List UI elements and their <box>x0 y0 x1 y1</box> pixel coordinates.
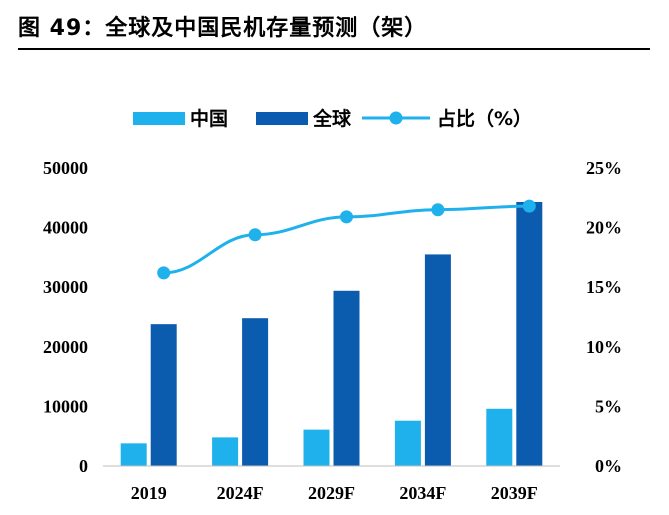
bar-china <box>303 429 330 466</box>
y-left-tick-label: 50000 <box>43 158 88 178</box>
y-left-tick-label: 0 <box>79 456 88 476</box>
share-point <box>431 203 445 217</box>
y-left-tick-label: 20000 <box>43 337 88 357</box>
legend-swatch-global <box>256 112 308 125</box>
bar-china <box>394 420 421 466</box>
chart-title: 图 49：全球及中国民机存量预测（架） <box>18 16 428 41</box>
bar-china <box>120 443 147 466</box>
x-tick-label: 2019 <box>131 483 167 503</box>
bar-global <box>424 254 451 466</box>
y-right-tick-label: 15% <box>586 277 622 297</box>
legend-swatch-share-point <box>389 111 403 125</box>
y-left-tick-label: 10000 <box>43 396 88 416</box>
bar-china <box>212 437 239 466</box>
x-tick-label: 2024F <box>217 483 264 503</box>
x-tick-label: 2034F <box>399 483 446 503</box>
share-point <box>157 266 171 280</box>
y-right-tick-label: 5% <box>595 396 622 416</box>
bar-global <box>242 318 269 466</box>
legend-swatch-china <box>133 112 185 125</box>
bar-global <box>333 290 360 466</box>
title-divider <box>18 48 650 50</box>
legend-label-share: 占比（%） <box>437 107 532 130</box>
share-point <box>340 210 353 224</box>
y-right-tick-label: 0% <box>595 456 622 476</box>
bar-global <box>516 201 543 467</box>
y-left-tick-label: 40000 <box>43 218 88 238</box>
x-tick-label: 2029F <box>308 483 355 503</box>
y-left-tick-label: 30000 <box>43 277 88 297</box>
share-point <box>522 199 536 213</box>
y-right-tick-label: 25% <box>586 158 622 178</box>
share-point <box>248 228 262 242</box>
y-right-tick-label: 10% <box>586 337 622 357</box>
legend-label-global: 全球 <box>312 107 352 130</box>
legend-label-china: 中国 <box>190 107 228 130</box>
bar-global <box>150 324 177 466</box>
y-right-tick-label: 20% <box>586 218 622 238</box>
bar-china <box>486 408 513 466</box>
x-tick-label: 2039F <box>491 483 538 503</box>
